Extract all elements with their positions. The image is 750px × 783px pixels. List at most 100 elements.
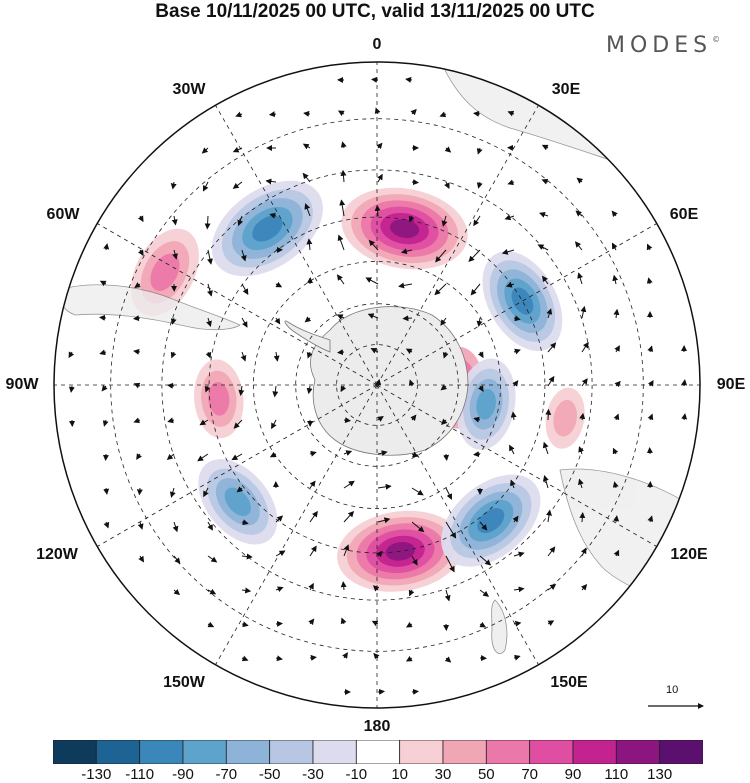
colorbar-tick-3: -70 [215,766,238,783]
wind-vector-73 [275,281,283,288]
wind-vector-195 [172,521,179,533]
colorbar-swatch-5 [269,740,314,764]
wind-vector-110 [337,349,345,356]
meridian-60 [376,223,657,386]
wind-vector-179 [203,487,209,498]
colorbar-swatch-4 [225,740,271,764]
wind-vector-124 [167,382,175,389]
wind-vector-213 [241,553,253,560]
wind-vector-180 [236,486,244,493]
wind-vector-113 [442,351,449,359]
wind-vector-26 [265,178,277,185]
wind-vector-234 [479,589,490,597]
wind-vector-128 [306,385,313,395]
parallel-40s [161,169,593,601]
colorbar-swatch-11 [529,740,574,764]
wind-vector-163 [231,453,243,461]
wind-vector-150 [410,414,417,422]
wind-vector-34 [541,178,549,185]
anomaly-field [131,180,585,592]
wind-vector-249 [241,655,249,662]
colorbar-swatch-13 [615,740,661,764]
wind-vector-227 [241,587,252,594]
wind-vector-123 [133,382,141,389]
anomaly-contour-1-4 [252,215,283,242]
wind-vector-78 [434,283,447,296]
wind-vector-32 [476,181,483,189]
anomaly-contour-2-5 [511,287,534,315]
south-america [59,284,241,331]
wind-vector-182 [309,480,316,489]
wind-vector-247 [513,620,522,627]
wind-vector-252 [342,652,348,659]
wind-vector-225 [173,588,181,596]
meridian-150 [376,384,539,665]
wind-vector-191 [612,481,619,489]
anomaly-contour-4-3 [208,381,230,416]
wind-vector-244 [405,621,413,628]
lon-label-120e: 120E [670,546,708,563]
wind-vector-107 [240,351,247,362]
wind-vector-129 [340,385,347,393]
lon-label-30w: 30W [172,81,206,98]
new-zealand [491,599,508,655]
wind-vector-153 [510,411,517,421]
wind-vector-60 [400,248,413,255]
wind-vector-205 [512,515,519,523]
wind-vector-194 [137,521,144,530]
wind-vector-99 [580,305,587,319]
wind-vector-260 [411,688,419,695]
map-title: Base 10/11/2025 00 UTC, valid 13/11/2025… [155,1,595,22]
colorbar-swatch-3 [182,740,227,764]
wind-vector-30 [411,179,419,186]
wind-vector-111 [370,348,379,354]
lon-label-30e: 30E [551,81,581,98]
wind-vector-20 [476,147,483,155]
wind-vector-169 [443,453,450,461]
meridian-210 [215,384,378,665]
meridian-300 [97,223,378,386]
lon-label-150w: 150W [163,674,205,691]
wind-vector-255 [444,656,452,663]
wind-vector-89 [241,317,248,328]
anomaly-contour-10-2 [553,399,577,437]
wind-vector-241 [308,618,315,626]
wind-vector-84 [646,277,653,285]
wind-vector-250 [275,655,283,662]
polar-map [53,61,704,709]
wind-vector-158 [681,413,688,421]
wind-vector-226 [207,588,217,595]
wind-vector-248 [547,620,555,626]
wind-vector-220 [479,555,492,566]
wind-vector-36 [137,215,144,223]
wind-vector-79 [470,283,481,296]
wind-vector-57 [306,238,313,251]
wind-vector-176 [103,487,110,495]
wind-vector-53 [172,249,178,260]
wind-vector-229 [308,582,314,591]
wind-vector-204 [479,521,488,531]
wind-vector-127 [272,385,279,398]
wind-vector-28 [340,169,347,183]
wind-vector-80 [505,281,515,288]
wind-vector-76 [365,277,379,285]
wind-vector-50 [611,210,618,218]
wind-vector-173 [578,446,584,455]
wind-vector-24 [202,181,209,192]
wind-vector-166 [343,450,353,456]
wind-vector-217 [376,550,383,558]
anomaly-contour-0-6 [390,219,420,239]
wind-vector-29 [377,173,383,183]
wind-vector-208 [613,515,620,523]
wind-vector-4 [268,111,277,118]
wind-vector-112 [405,348,413,355]
wind-vector-142 [133,417,141,424]
wind-vector-7 [374,107,381,115]
wind-vector-17 [376,142,383,150]
wind-vector-75 [336,274,345,285]
wind-vector-105 [170,351,177,359]
wind-vector-67 [646,243,653,251]
wind-vector-68 [99,280,107,287]
meridian-30 [376,105,539,386]
wind-vector-69 [134,282,141,288]
